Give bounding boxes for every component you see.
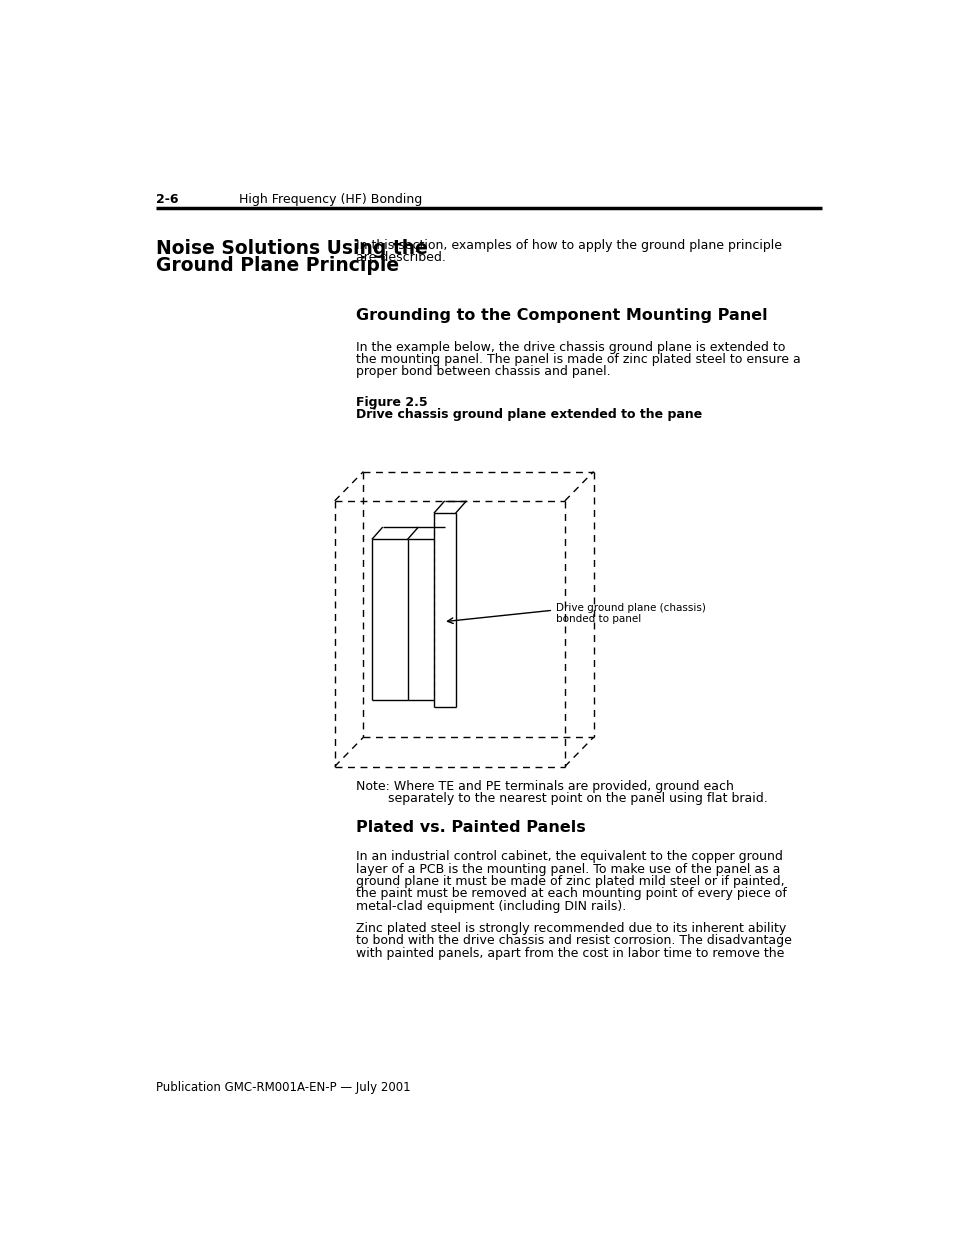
- Text: Drive chassis ground plane extended to the pane: Drive chassis ground plane extended to t…: [355, 409, 701, 421]
- Text: Zinc plated steel is strongly recommended due to its inherent ability: Zinc plated steel is strongly recommende…: [355, 923, 785, 935]
- Text: bonded to panel: bonded to panel: [555, 614, 640, 624]
- Text: Grounding to the Component Mounting Panel: Grounding to the Component Mounting Pane…: [355, 309, 766, 324]
- Text: High Frequency (HF) Bonding: High Frequency (HF) Bonding: [239, 193, 422, 206]
- Text: Noise Solutions Using the: Noise Solutions Using the: [155, 240, 427, 258]
- Text: to bond with the drive chassis and resist corrosion. The disadvantage: to bond with the drive chassis and resis…: [355, 935, 791, 947]
- Text: proper bond between chassis and panel.: proper bond between chassis and panel.: [355, 366, 610, 378]
- Text: 2-6: 2-6: [155, 193, 178, 206]
- Text: Drive ground plane (chassis): Drive ground plane (chassis): [555, 603, 704, 614]
- Text: Figure 2.5: Figure 2.5: [355, 396, 427, 409]
- Text: Note: Where TE and PE terminals are provided, ground each: Note: Where TE and PE terminals are prov…: [355, 779, 733, 793]
- Text: In this section, examples of how to apply the ground plane principle: In this section, examples of how to appl…: [355, 240, 781, 252]
- Text: Publication GMC-RM001A-EN-P — July 2001: Publication GMC-RM001A-EN-P — July 2001: [155, 1082, 410, 1094]
- Text: Plated vs. Painted Panels: Plated vs. Painted Panels: [355, 820, 585, 835]
- Text: are described.: are described.: [355, 252, 445, 264]
- Text: the mounting panel. The panel is made of zinc plated steel to ensure a: the mounting panel. The panel is made of…: [355, 353, 800, 366]
- Text: In an industrial control cabinet, the equivalent to the copper ground: In an industrial control cabinet, the eq…: [355, 851, 781, 863]
- Text: metal-clad equipment (including DIN rails).: metal-clad equipment (including DIN rail…: [355, 900, 625, 913]
- Text: Ground Plane Principle: Ground Plane Principle: [155, 256, 398, 275]
- Text: In the example below, the drive chassis ground plane is extended to: In the example below, the drive chassis …: [355, 341, 784, 353]
- Text: the paint must be removed at each mounting point of every piece of: the paint must be removed at each mounti…: [355, 888, 785, 900]
- Text: ground plane it must be made of zinc plated mild steel or if painted,: ground plane it must be made of zinc pla…: [355, 876, 783, 888]
- Text: layer of a PCB is the mounting panel. To make use of the panel as a: layer of a PCB is the mounting panel. To…: [355, 863, 780, 876]
- Text: separately to the nearest point on the panel using flat braid.: separately to the nearest point on the p…: [355, 792, 766, 805]
- Text: with painted panels, apart from the cost in labor time to remove the: with painted panels, apart from the cost…: [355, 947, 783, 960]
